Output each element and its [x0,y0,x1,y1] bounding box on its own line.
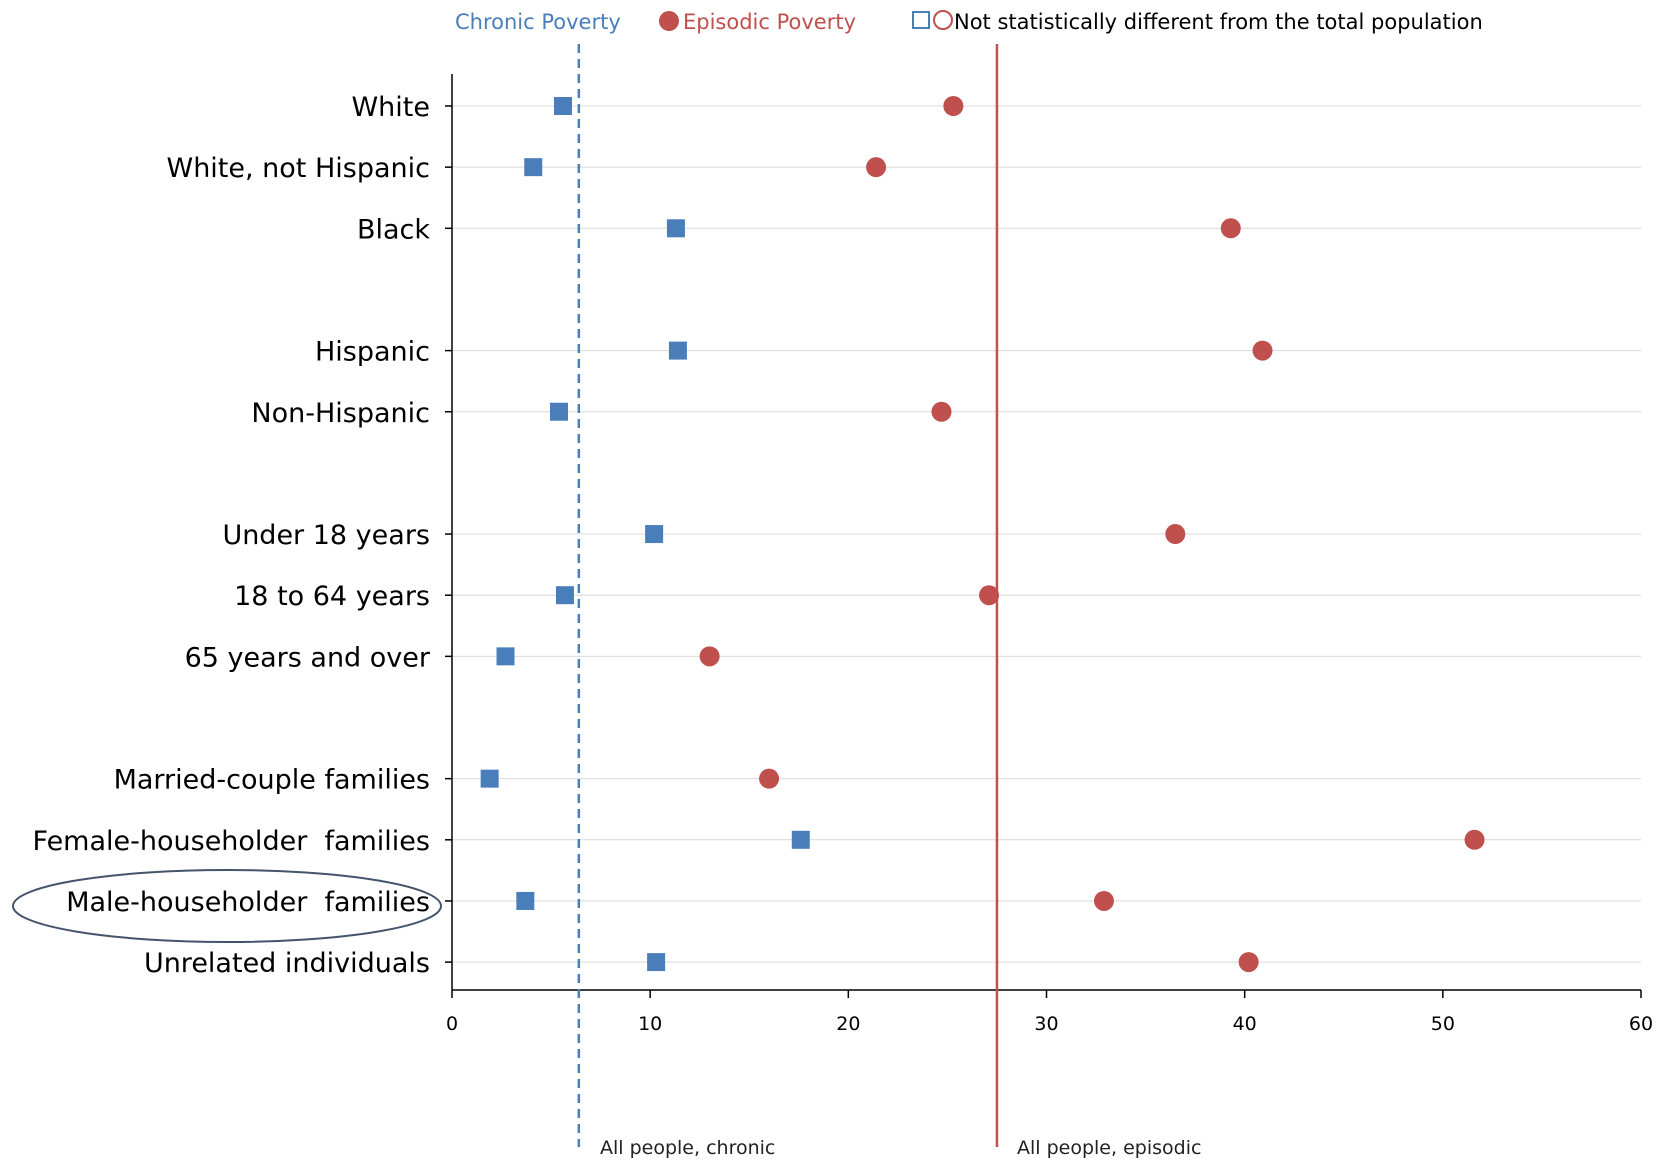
episodic-point [759,768,780,789]
x-tick-label: 10 [638,1013,662,1035]
episodic-point [1220,218,1241,239]
category-label: Male-householder families [66,887,430,918]
episodic-point [979,585,1000,606]
legend-not-diff-square-marker [912,11,930,29]
episodic-point [1093,890,1114,911]
legend-episodic-label: Episodic Poverty [683,10,856,34]
category-label: Non-Hispanic [251,398,430,429]
category-label: 18 to 64 years [234,581,430,612]
reference-label-chronic: All people, chronic [600,1137,775,1159]
highlight-ellipse [12,869,442,943]
episodic-point [1165,524,1186,545]
category-label: Married-couple families [114,765,430,796]
category-label: Hispanic [315,337,430,368]
axes: 0 10 20 30 40 50 60 [445,74,1653,1035]
x-tick-label: 50 [1431,1013,1455,1035]
legend-not-diff-circle-marker [933,10,953,30]
chronic-point [668,341,687,360]
category-label: White [351,92,430,123]
x-tick-label: 20 [836,1013,860,1035]
category-label: White, not Hispanic [167,153,431,184]
chronic-point [480,769,499,788]
episodic-point [1464,829,1485,850]
category-labels: White White, not Hispanic Black Hispanic Non… [33,92,431,979]
category-label: 65 years and over [185,642,431,673]
chronic-point [516,891,535,910]
chronic-point [555,586,574,605]
chronic-point [550,402,569,421]
legend-chronic-label: Chronic Poverty [455,10,621,34]
legend-episodic-marker [659,11,679,31]
x-tick-label: 60 [1629,1013,1653,1035]
legend-not-diff-label: Not statistically different from the tot… [954,10,1483,34]
grid-lines [452,105,1641,963]
chronic-point [496,647,515,666]
category-label: Female-householder families [33,826,430,857]
episodic-point [943,96,964,116]
category-label: Under 18 years [222,520,430,551]
episodic-point [866,157,887,178]
chronic-point [647,953,666,972]
episodic-point [699,646,720,667]
x-tick-label: 40 [1233,1013,1257,1035]
chronic-point [524,158,543,177]
legend: Chronic Poverty Episodic Poverty Not sta… [455,10,1483,34]
episodic-point [931,401,952,422]
chronic-point [791,830,810,849]
data-markers [480,96,1485,973]
x-tick-label: 0 [446,1013,458,1035]
chronic-point [645,525,664,544]
episodic-point [1252,340,1273,361]
x-tick-label: 30 [1034,1013,1058,1035]
category-label: Unrelated individuals [144,948,430,979]
reference-label-episodic: All people, episodic [1017,1137,1201,1159]
chronic-point [553,97,572,115]
chronic-point [666,219,685,238]
episodic-point [1238,952,1259,973]
category-label: Black [357,214,430,245]
